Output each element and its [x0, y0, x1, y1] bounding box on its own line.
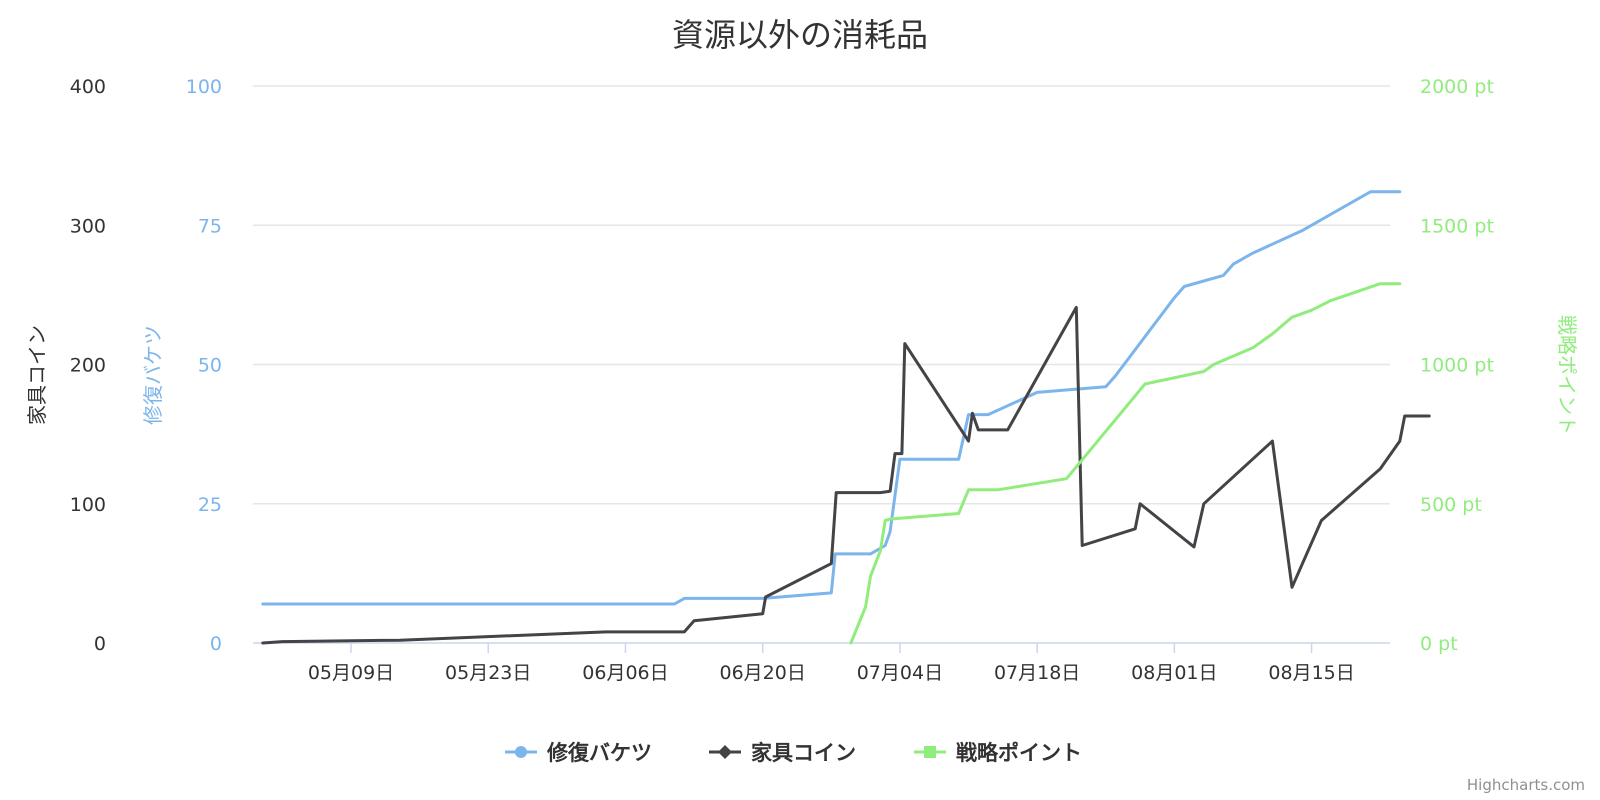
legend-item-point[interactable]: 戦略ポイント	[914, 741, 1082, 765]
y-tick-label-bucket: 100	[186, 76, 222, 98]
y-axis-title-bucket: 修復バケツ	[141, 325, 165, 425]
series-layer	[261, 190, 1431, 645]
legend-marker-diamond-icon	[718, 745, 732, 759]
y-tick-label-coin: 300	[70, 215, 106, 237]
y-tick-label-bucket: 50	[198, 355, 222, 377]
legend-item-bucket[interactable]: 修復バケツ	[505, 741, 652, 765]
legend-marker-square-icon	[924, 746, 936, 758]
legend-label-coin: 家具コイン	[751, 741, 856, 765]
y-tick-label-point: 0 pt	[1420, 633, 1458, 655]
y-tick-label-point: 2000 pt	[1420, 76, 1494, 98]
y-tick-label-coin: 200	[70, 355, 106, 377]
x-axis: 05月09日 05月23日 06月06日 06月20日 07月04日 07月18日 08月0…	[253, 642, 1390, 684]
x-tick-label: 05月09日	[308, 662, 394, 684]
y-tick-label-coin: 100	[70, 494, 106, 516]
legend-label-bucket: 修復バケツ	[546, 741, 652, 765]
y-tick-label-point: 1000 pt	[1420, 355, 1494, 377]
y-tick-label-point: 500 pt	[1420, 494, 1482, 516]
x-tick-label: 07月18日	[994, 662, 1080, 684]
chart-title: 資源以外の消耗品	[672, 16, 928, 54]
y-tick-label-coin: 0	[94, 633, 106, 655]
y-tick-label-bucket: 25	[198, 494, 222, 516]
series-line-point[interactable]	[849, 282, 1402, 645]
x-tick-label: 08月15日	[1268, 662, 1354, 684]
x-tick-label: 06月06日	[582, 662, 668, 684]
x-tick-label: 08月01日	[1131, 662, 1217, 684]
y-tick-label-point: 1500 pt	[1420, 215, 1494, 237]
legend-marker-circle-icon	[515, 746, 527, 758]
y-tick-label-bucket: 75	[198, 215, 222, 237]
legend: 修復バケツ 家具コイン 戦略ポイント	[505, 741, 1082, 765]
y-axis-title-point: 戦略ポイント	[1555, 315, 1579, 435]
x-tick-label: 06月20日	[720, 662, 806, 684]
x-tick-label: 05月23日	[445, 662, 531, 684]
y-tick-label-bucket: 0	[210, 633, 222, 655]
legend-label-point: 戦略ポイント	[956, 741, 1082, 765]
grid	[253, 85, 1390, 505]
x-tick-label: 07月04日	[857, 662, 943, 684]
y-axis-title-coin: 家具コイン	[25, 325, 49, 425]
credits-link[interactable]: Highcharts.com	[1467, 776, 1585, 794]
series-line-bucket[interactable]	[261, 190, 1402, 606]
legend-item-coin[interactable]: 家具コイン	[709, 741, 856, 765]
y-tick-label-coin: 400	[70, 76, 106, 98]
series-line-coin[interactable]	[261, 305, 1431, 645]
